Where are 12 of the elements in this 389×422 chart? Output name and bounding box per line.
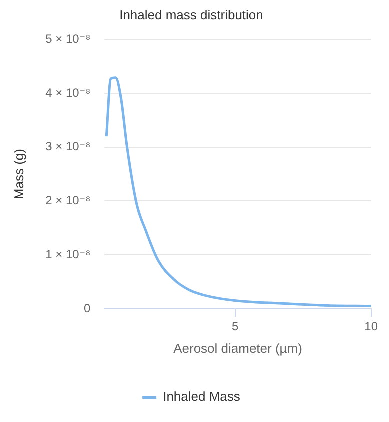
x-tick-label: 10	[364, 320, 378, 334]
legend-label: Inhaled Mass	[163, 389, 241, 404]
y-tick-label: 2 × 10⁻⁸	[46, 194, 91, 208]
y-tick-label: 5 × 10⁻⁸	[46, 32, 91, 46]
y-tick-label: 4 × 10⁻⁸	[46, 86, 91, 100]
y-tick-label: 1 × 10⁻⁸	[46, 247, 91, 262]
x-tick-label: 5	[232, 320, 239, 334]
y-tick-label: 0	[84, 301, 92, 316]
x-axis-title: Aerosol diameter (µm)	[174, 340, 302, 356]
y-tick-label: 3 × 10⁻⁸	[46, 140, 91, 154]
chart-title: Inhaled mass distribution	[120, 7, 264, 22]
y-axis-title: Mass (g)	[11, 149, 26, 200]
